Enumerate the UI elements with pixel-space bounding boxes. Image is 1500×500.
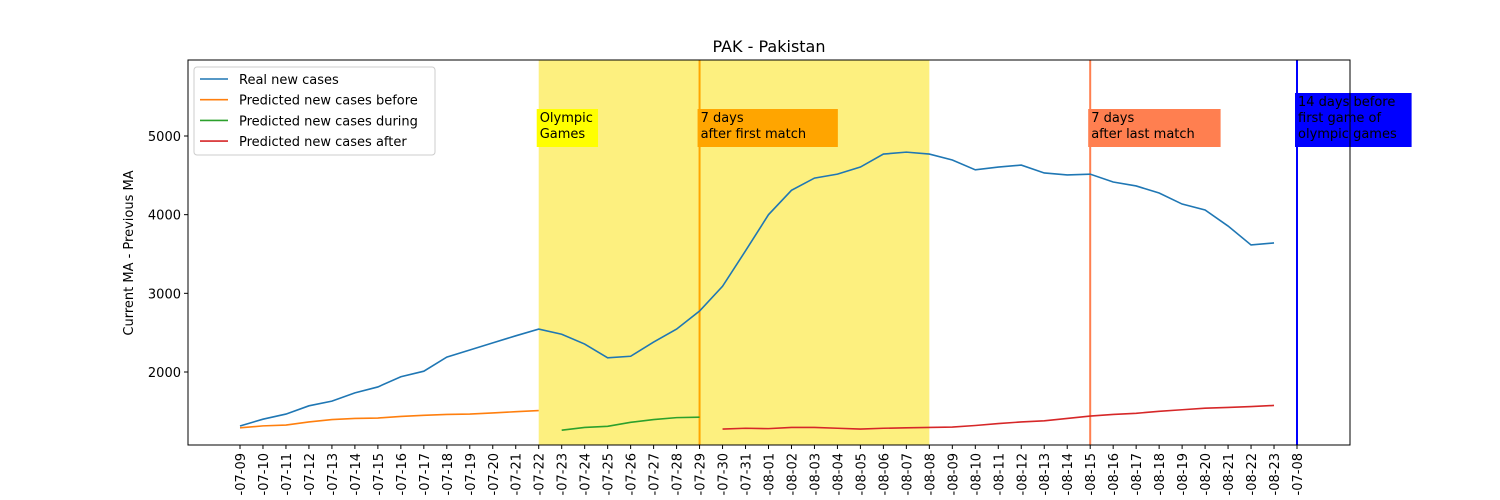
- x-tick-label: -07-10: [257, 453, 272, 495]
- x-tick-label: -08-06: [877, 453, 892, 495]
- x-tick-label: -08-05: [854, 453, 869, 495]
- x-tick-label: -07-23: [556, 453, 571, 495]
- x-tick-label: -07-09: [234, 453, 249, 495]
- x-tick-label: -08-11: [992, 453, 1007, 495]
- series-line: [239, 151, 1275, 427]
- line-annotation: after first match: [701, 127, 807, 142]
- span-annotation: Olympic: [540, 111, 593, 126]
- x-tick-label: -07-20: [487, 453, 502, 495]
- span-annotation-box: [536, 109, 599, 147]
- x-tick-label: -08-16: [1107, 453, 1122, 495]
- x-tick-label: -07-28: [671, 453, 686, 495]
- line-annotation: first game of: [1298, 111, 1382, 126]
- x-tick-label: -07-30: [717, 453, 732, 495]
- span-annotation: Games: [540, 127, 586, 142]
- line-annotation-box: [697, 109, 838, 147]
- x-tick-label: -08-14: [1061, 453, 1076, 495]
- x-tick-label: -08-10: [969, 453, 984, 495]
- x-tick-label: -07-21: [510, 453, 525, 495]
- x-tick-label: -08-21: [1222, 453, 1237, 495]
- x-tick-label: -07-29: [694, 453, 709, 495]
- x-tick-label: -08-23: [1268, 453, 1283, 495]
- series-line: [561, 416, 700, 432]
- x-tick-label: -08-18: [1153, 453, 1168, 495]
- y-tick-label: 3000: [148, 287, 181, 302]
- x-tick-label: -07-18: [441, 453, 456, 495]
- x-tick-label: -08-08: [923, 453, 938, 495]
- series-line: [722, 404, 1275, 430]
- x-tick-label: -07-08: [1291, 453, 1306, 495]
- legend-box: [193, 66, 436, 156]
- line-annotation: 14 days before: [1298, 95, 1395, 110]
- x-tick-label: -07-27: [648, 453, 663, 495]
- y-tick-label: 4000: [148, 209, 181, 224]
- line-annotation-box: [1088, 109, 1221, 147]
- x-tick-label: -07-14: [349, 453, 364, 495]
- series-line: [239, 409, 539, 429]
- x-tick-label: -08-19: [1176, 453, 1191, 495]
- line-annotation-box: [1295, 93, 1412, 147]
- line-annotation: olympic games: [1298, 127, 1397, 142]
- x-tick-label: -08-09: [946, 453, 961, 495]
- legend-label: Predicted new cases during: [239, 114, 418, 129]
- line-annotation: 7 days: [1091, 111, 1134, 126]
- x-tick-label: -08-04: [831, 453, 846, 495]
- x-tick-label: -08-12: [1015, 453, 1030, 495]
- x-tick-label: -07-31: [740, 453, 755, 495]
- x-tick-label: -08-03: [808, 453, 823, 495]
- x-tick-label: -08-13: [1038, 453, 1053, 495]
- y-axis-label: Current MA - Previous MA: [122, 170, 137, 335]
- x-tick-label: -08-20: [1199, 453, 1214, 495]
- plot-frame: [187, 59, 1351, 446]
- x-tick-label: -07-13: [326, 453, 341, 495]
- x-tick-label: -07-12: [303, 453, 318, 495]
- x-tick-label: -08-22: [1245, 453, 1260, 495]
- x-tick-label: -08-01: [763, 453, 778, 495]
- x-tick-label: -07-17: [418, 453, 433, 495]
- x-tick-label: -07-26: [625, 453, 640, 495]
- x-tick-label: -07-24: [579, 453, 594, 495]
- legend-label: Real new cases: [239, 73, 339, 88]
- line-annotation: after last match: [1091, 127, 1195, 142]
- x-tick-label: -07-22: [533, 453, 548, 495]
- x-tick-label: -07-15: [372, 453, 387, 495]
- chart-title: PAK - Pakistan: [712, 37, 825, 56]
- line-annotation: 7 days: [701, 111, 744, 126]
- x-tick-label: -08-07: [900, 453, 915, 495]
- x-tick-label: -07-25: [602, 453, 617, 495]
- y-tick-label: 5000: [148, 130, 181, 145]
- legend-label: Predicted new cases after: [239, 135, 407, 150]
- x-tick-label: -08-17: [1130, 453, 1145, 495]
- y-tick-label: 2000: [148, 366, 181, 381]
- x-tick-label: -07-19: [464, 453, 479, 495]
- x-tick-label: -08-02: [785, 453, 800, 495]
- x-tick-label: -07-16: [395, 453, 410, 495]
- x-tick-label: -07-11: [280, 453, 295, 495]
- legend-label: Predicted new cases before: [239, 94, 418, 109]
- x-tick-label: -08-15: [1084, 453, 1099, 495]
